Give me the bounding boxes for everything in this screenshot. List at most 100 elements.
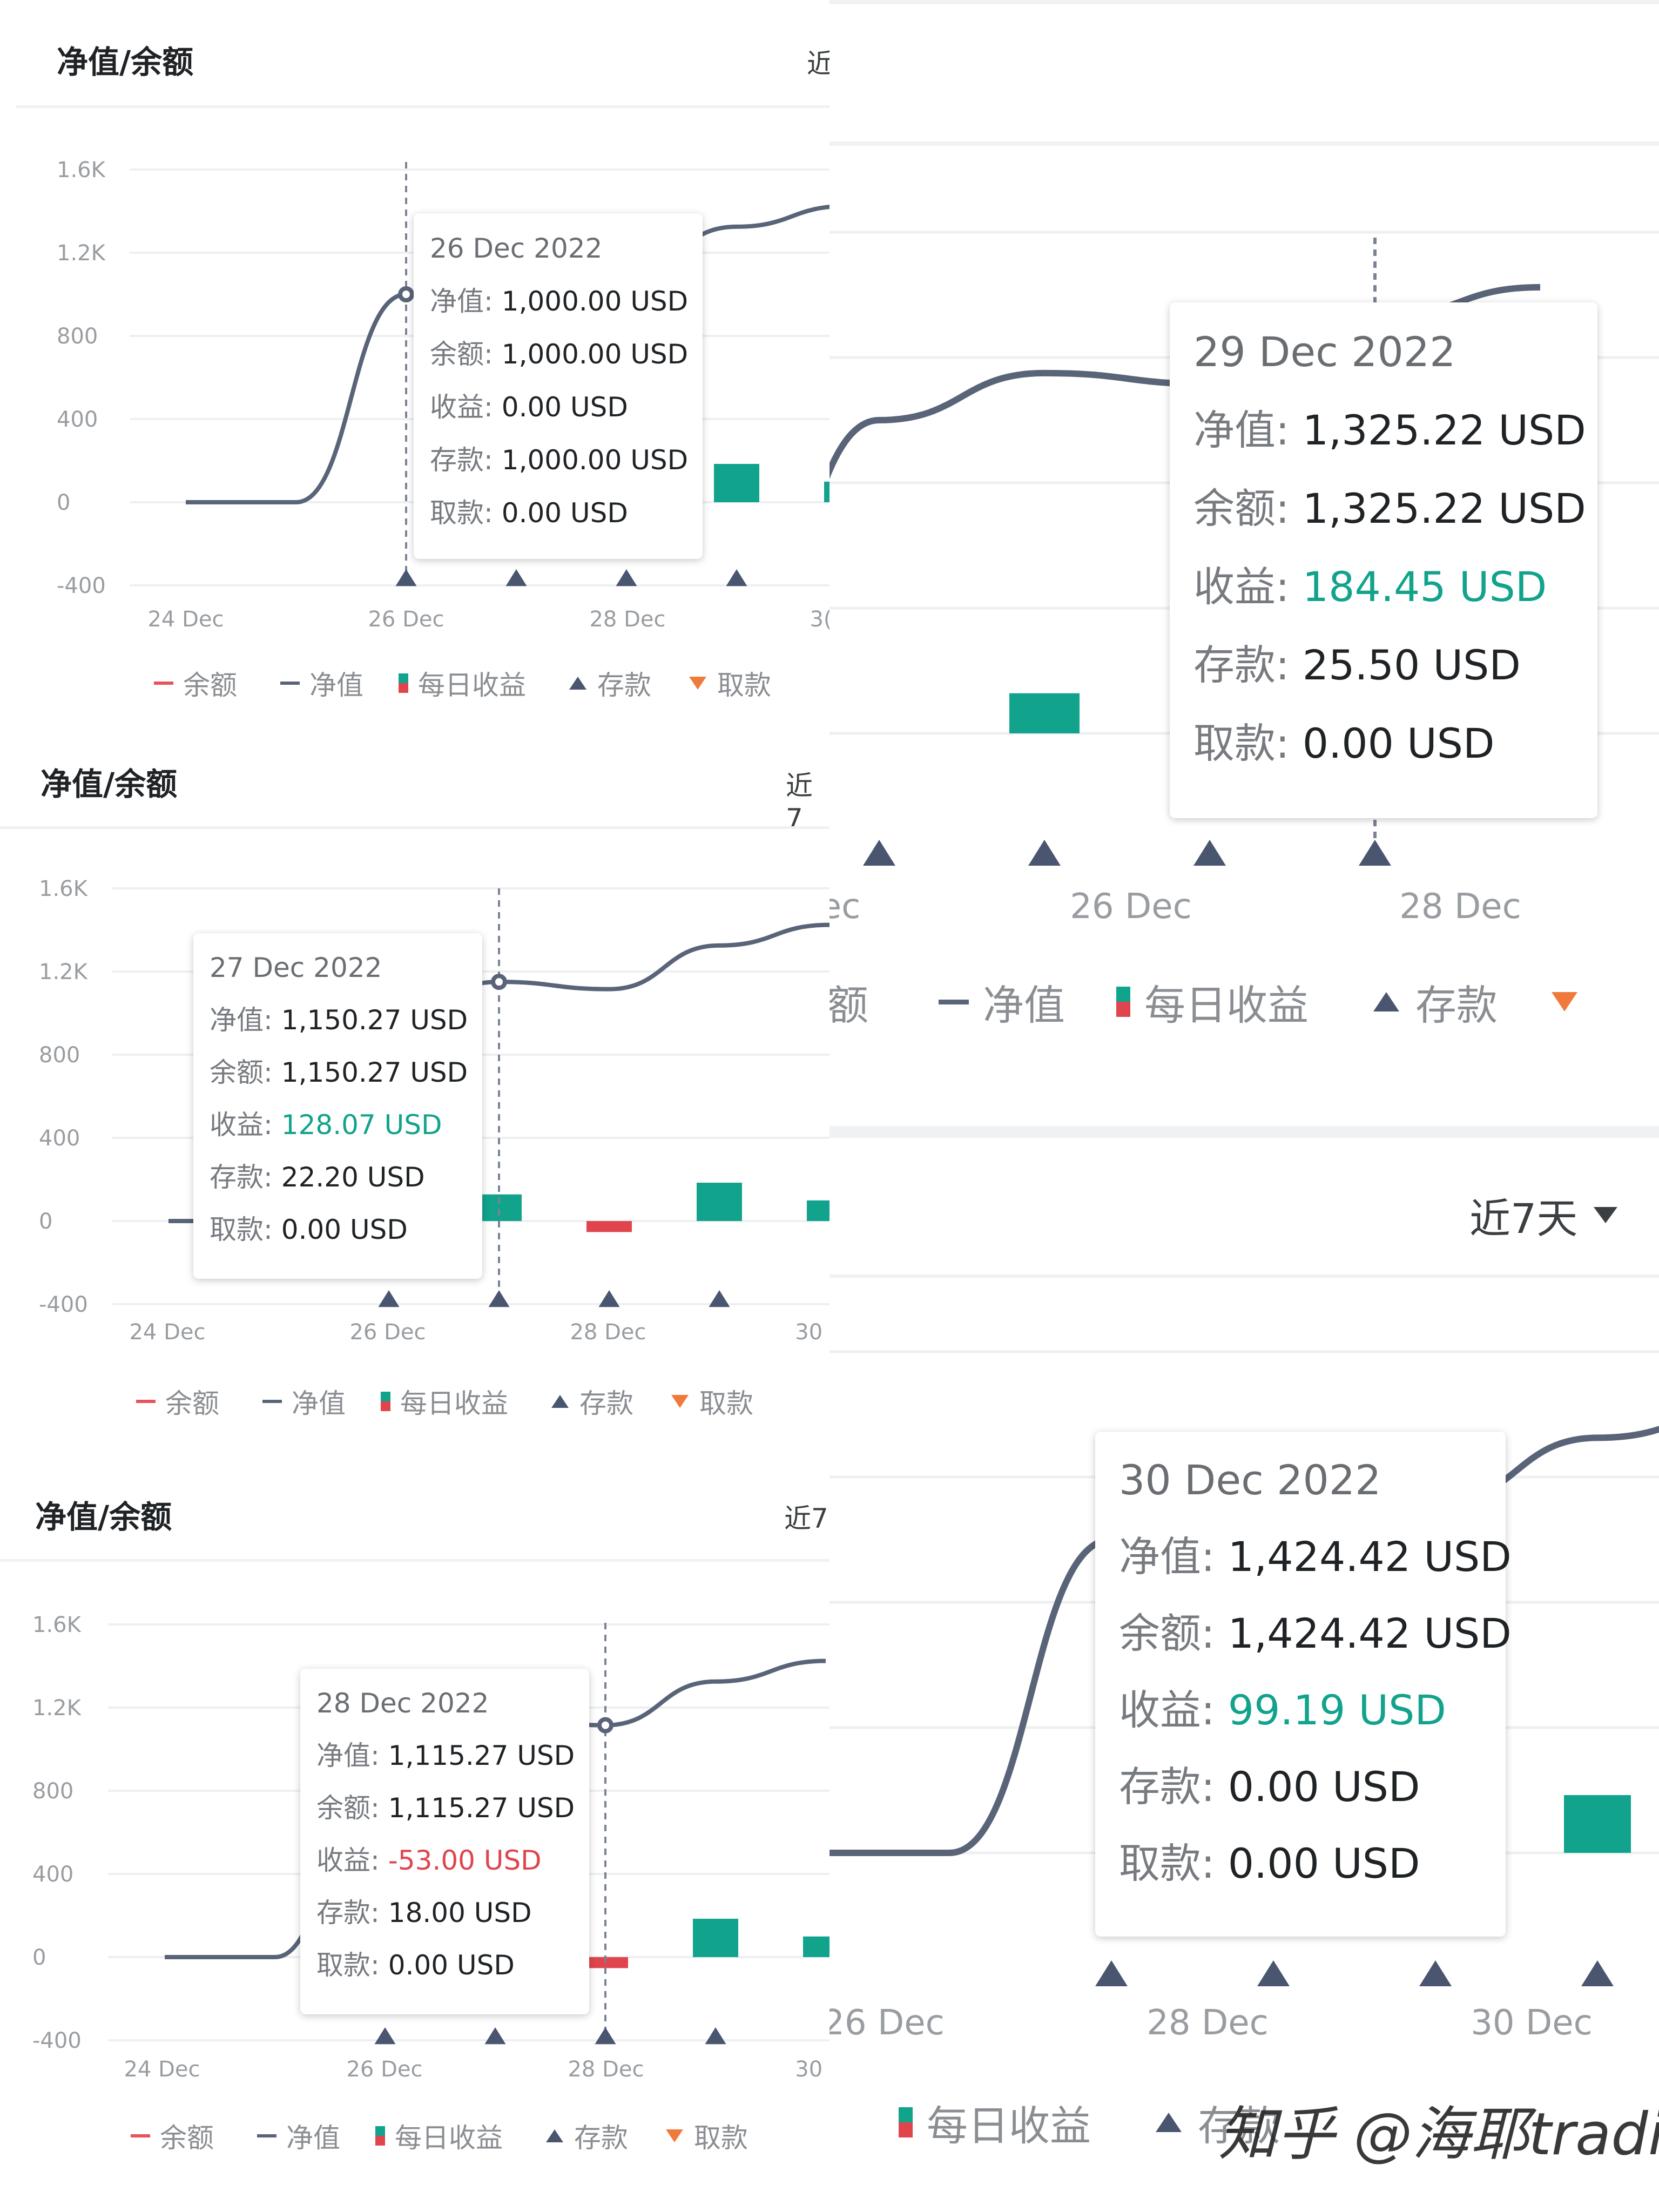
deposit-marker bbox=[505, 569, 527, 586]
legend-daily-profit[interactable]: 每日收益 bbox=[399, 664, 526, 703]
y-tick-label: 800 bbox=[57, 324, 98, 349]
y-tick-label: 400 bbox=[32, 1862, 73, 1887]
legend-withdraw[interactable] bbox=[1552, 992, 1577, 1011]
withdraw-triangle-icon bbox=[671, 1395, 689, 1408]
legend-equity[interactable]: 净值 bbox=[257, 2116, 340, 2155]
watermark: 知乎 @海耶trading bbox=[1218, 2101, 1659, 2168]
legend-label: 取款 bbox=[694, 2122, 748, 2154]
y-tick-label: -400 bbox=[39, 1292, 88, 1317]
legend-balance[interactable]: 余额 bbox=[131, 2116, 214, 2155]
legend-balance[interactable]: 余额 bbox=[136, 1382, 219, 1421]
legend-deposit[interactable]: 存款 bbox=[1373, 972, 1498, 1031]
tooltip-row-balance: 余额: 1,325.22 USD bbox=[1193, 469, 1597, 548]
legend-daily-profit[interactable]: 每日收益 bbox=[1116, 972, 1309, 1031]
tooltip-row-profit: 收益: 128.07 USD bbox=[210, 1099, 482, 1151]
legend-daily-profit[interactable]: 每日收益 bbox=[899, 2093, 1091, 2152]
tooltip-value: -53.00 USD bbox=[388, 1845, 542, 1876]
x-tick-label: 28 Dec bbox=[1399, 887, 1521, 927]
tooltip-row-equity: 净值: 1,115.27 USD bbox=[316, 1730, 589, 1782]
hover-point bbox=[597, 1717, 613, 1734]
legend-deposit[interactable]: 存款 bbox=[569, 664, 651, 703]
legend-withdraw[interactable]: 取款 bbox=[666, 2116, 748, 2155]
profit-bar bbox=[714, 463, 759, 502]
legend-label: 存款 bbox=[1415, 981, 1498, 1029]
legend-deposit[interactable]: 存款 bbox=[546, 2116, 628, 2155]
divider bbox=[0, 826, 830, 829]
x-tick-label: 26 Dec bbox=[1070, 887, 1192, 927]
tooltip-value: 0.00 USD bbox=[281, 1214, 408, 1245]
tooltip-value: 1,115.27 USD bbox=[388, 1740, 575, 1771]
tooltip-value: 1,000.00 USD bbox=[501, 444, 689, 476]
deposit-marker bbox=[616, 569, 637, 586]
tooltip-row-balance: 余额: 1,115.27 USD bbox=[316, 1782, 589, 1835]
equity-line-icon bbox=[939, 999, 969, 1004]
legend-label: 取款 bbox=[717, 670, 771, 701]
legend-deposit[interactable]: 存款 bbox=[551, 1382, 633, 1421]
legend-withdraw[interactable]: 取款 bbox=[689, 664, 771, 703]
chart-legend: 余额 净值 每日收益 存款 取款 bbox=[131, 2117, 748, 2155]
divider bbox=[830, 141, 1659, 146]
legend-daily-profit[interactable]: 每日收益 bbox=[375, 2116, 503, 2155]
legend-label: 存款 bbox=[574, 2122, 628, 2154]
deposit-marker bbox=[709, 1290, 730, 1307]
tooltip-row-equity: 净值: 1,000.00 USD bbox=[430, 275, 703, 328]
tooltip-key: 存款: bbox=[210, 1162, 273, 1193]
profit-bar-icon bbox=[1116, 987, 1130, 1017]
tooltip: 26 Dec 2022 净值: 1,000.00 USD 余额: 1,000.0… bbox=[414, 213, 703, 559]
legend-balance[interactable]: 余额 bbox=[830, 972, 868, 1031]
withdraw-triangle-icon bbox=[666, 2129, 683, 2142]
profit-bar-icon bbox=[399, 673, 408, 693]
chart-panel-27dec: 净值/余额 近7 1.6K 1.2K 800 400 0 -400 24 Dec 26 Dec… bbox=[0, 721, 830, 1447]
x-tick-label: 28 Dec bbox=[1147, 2003, 1269, 2043]
tooltip-key: 收益: bbox=[1193, 563, 1290, 611]
legend-daily-profit[interactable]: 每日收益 bbox=[381, 1382, 508, 1421]
legend-withdraw[interactable]: 取款 bbox=[671, 1382, 753, 1421]
period-selector[interactable]: 近 bbox=[807, 48, 830, 79]
period-selector[interactable]: 近7天 bbox=[1469, 1185, 1618, 1245]
tooltip-row-deposit: 存款: 0.00 USD bbox=[1119, 1749, 1506, 1825]
tooltip-value: 0.00 USD bbox=[1228, 1839, 1420, 1887]
y-tick-label: 0 bbox=[32, 1945, 46, 1970]
chart-panel-29dec-zoomed: ec 26 Dec 28 Dec 29 Dec 2022 净值: 1,325.22 … bbox=[830, 0, 1659, 1126]
hover-point bbox=[398, 286, 414, 302]
x-tick-label: 30 I bbox=[795, 2057, 830, 2082]
tooltip-date: 26 Dec 2022 bbox=[430, 233, 603, 264]
legend-label: 余额 bbox=[830, 981, 868, 1029]
tooltip-row-equity: 净值: 1,424.42 USD bbox=[1119, 1519, 1512, 1595]
tooltip-key: 净值: bbox=[210, 1004, 273, 1036]
deposit-marker bbox=[1193, 840, 1226, 866]
tooltip-row-balance: 余额: 1,424.42 USD bbox=[1119, 1595, 1512, 1672]
legend-label: 每日收益 bbox=[418, 670, 526, 701]
legend-equity[interactable]: 净值 bbox=[280, 664, 363, 703]
y-tick-label: 1.6K bbox=[32, 1613, 82, 1637]
tooltip-key: 存款: bbox=[316, 1897, 380, 1928]
tooltip-value: 18.00 USD bbox=[388, 1897, 532, 1928]
x-tick-label: 26 Dec bbox=[346, 2057, 422, 2082]
tooltip-row-deposit: 存款: 18.00 USD bbox=[316, 1887, 589, 1939]
profit-bar bbox=[1564, 1795, 1631, 1853]
period-selector[interactable]: 近7 bbox=[784, 1503, 828, 1534]
tooltip-value: 0.00 USD bbox=[388, 1950, 515, 1981]
tooltip-row-equity: 净值: 1,325.22 USD bbox=[1193, 391, 1597, 469]
legend-label: 余额 bbox=[183, 670, 237, 701]
deposit-marker bbox=[378, 1290, 400, 1307]
legend-deposit[interactable]: 存款 bbox=[1156, 2093, 1280, 2152]
deposit-marker bbox=[726, 569, 747, 586]
tooltip-key: 取款: bbox=[316, 1950, 380, 1981]
chart-legend: 余额 净值 每日收益 存款 取款 bbox=[154, 664, 771, 702]
x-tick-label: 26 Dec bbox=[368, 607, 444, 632]
period-selector[interactable]: 近7 bbox=[786, 770, 813, 834]
legend-equity[interactable]: 净值 bbox=[939, 972, 1065, 1031]
legend-balance[interactable]: 余额 bbox=[154, 664, 237, 703]
tooltip-date: 29 Dec 2022 bbox=[1193, 328, 1456, 376]
tooltip-row-profit: 收益: -53.00 USD bbox=[316, 1835, 589, 1887]
deposit-marker bbox=[598, 1290, 620, 1307]
tooltip-value: 1,424.42 USD bbox=[1228, 1533, 1512, 1581]
deposit-marker bbox=[595, 2027, 616, 2045]
tooltip-key: 余额: bbox=[316, 1792, 380, 1824]
y-tick-label: 800 bbox=[32, 1779, 73, 1804]
tooltip: 29 Dec 2022 净值: 1,325.22 USD 余额: 1,325.2… bbox=[1170, 302, 1597, 818]
legend-equity[interactable]: 净值 bbox=[262, 1382, 346, 1421]
legend-label: 净值 bbox=[292, 1388, 346, 1419]
tooltip-row-balance: 余额: 1,000.00 USD bbox=[430, 328, 703, 381]
